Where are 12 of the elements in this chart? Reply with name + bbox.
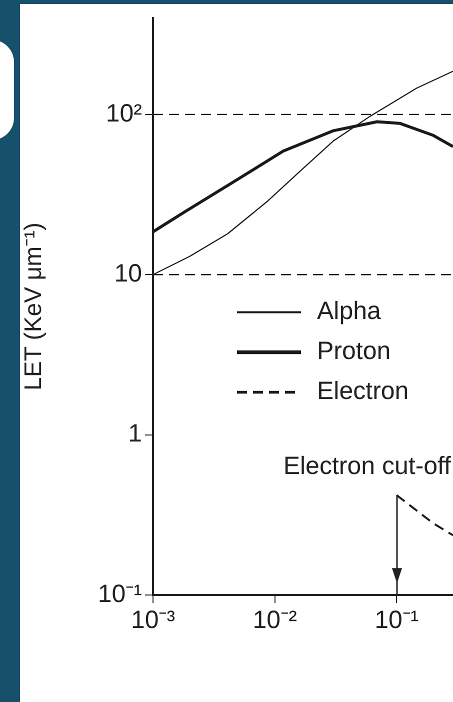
x-tick-label: 10⁻¹ [374,606,419,634]
legend-label: Proton [317,337,391,366]
y-tick-label: 10² [106,99,142,128]
y-tick-label: 1 [128,420,142,448]
legend-label: Electron [317,377,409,406]
x-tick-label: 10⁻² [252,606,297,634]
legend-label: Alpha [317,297,382,326]
y-axis-title: LET (KeV μm⁻¹) [20,222,48,391]
x-tick-label: 10⁻³ [130,606,176,634]
annotation: Electron cut-off [283,452,452,480]
y-tick-label: 10⁻¹ [98,580,142,608]
y-tick-label: 10 [114,260,142,288]
